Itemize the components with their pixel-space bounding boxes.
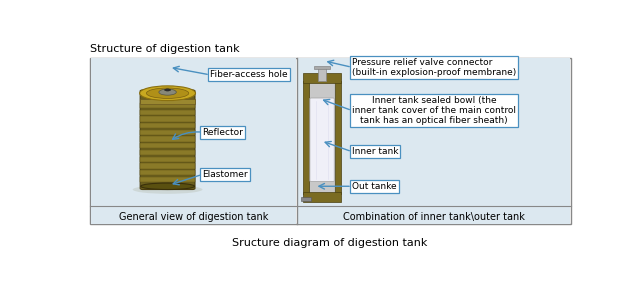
FancyBboxPatch shape <box>303 81 309 194</box>
FancyBboxPatch shape <box>91 58 296 224</box>
FancyBboxPatch shape <box>140 143 195 148</box>
FancyBboxPatch shape <box>140 177 195 182</box>
Text: Inner tank sealed bowl (the
inner tank cover of the main control
tank has an opt: Inner tank sealed bowl (the inner tank c… <box>352 96 516 125</box>
Ellipse shape <box>141 183 194 189</box>
FancyBboxPatch shape <box>140 150 195 155</box>
FancyBboxPatch shape <box>140 99 195 104</box>
Text: Fiber-access hole: Fiber-access hole <box>210 70 287 79</box>
Text: Structure of digestion tank: Structure of digestion tank <box>90 44 240 54</box>
FancyBboxPatch shape <box>140 110 195 115</box>
Ellipse shape <box>165 89 170 91</box>
Text: Out tanke: Out tanke <box>352 182 397 191</box>
Text: General view of digestion tank: General view of digestion tank <box>119 212 268 221</box>
FancyBboxPatch shape <box>140 137 195 142</box>
FancyBboxPatch shape <box>303 73 341 83</box>
FancyBboxPatch shape <box>140 157 195 162</box>
Text: Elastomer: Elastomer <box>203 170 248 179</box>
FancyBboxPatch shape <box>310 98 334 182</box>
Text: Reflector: Reflector <box>203 128 243 137</box>
FancyBboxPatch shape <box>140 123 195 128</box>
FancyBboxPatch shape <box>140 103 195 108</box>
FancyBboxPatch shape <box>90 58 571 224</box>
FancyBboxPatch shape <box>318 67 326 81</box>
FancyBboxPatch shape <box>335 81 341 194</box>
Ellipse shape <box>140 86 195 101</box>
FancyBboxPatch shape <box>314 65 330 69</box>
Ellipse shape <box>147 88 189 98</box>
Text: Pressure relief valve connector
(built-in explosion-proof membrane): Pressure relief valve connector (built-i… <box>352 58 516 77</box>
FancyBboxPatch shape <box>140 90 195 189</box>
Text: Sructure diagram of digestion tank: Sructure diagram of digestion tank <box>232 238 427 248</box>
FancyBboxPatch shape <box>140 130 195 135</box>
FancyBboxPatch shape <box>140 163 195 169</box>
FancyBboxPatch shape <box>298 58 570 224</box>
Text: Combination of inner tank\outer tank: Combination of inner tank\outer tank <box>343 212 525 221</box>
FancyBboxPatch shape <box>303 192 341 203</box>
FancyBboxPatch shape <box>309 81 335 194</box>
FancyBboxPatch shape <box>140 170 195 175</box>
Ellipse shape <box>159 89 176 95</box>
Ellipse shape <box>132 185 203 194</box>
FancyBboxPatch shape <box>301 197 311 201</box>
Text: Inner tank: Inner tank <box>352 147 399 156</box>
FancyBboxPatch shape <box>140 116 195 122</box>
